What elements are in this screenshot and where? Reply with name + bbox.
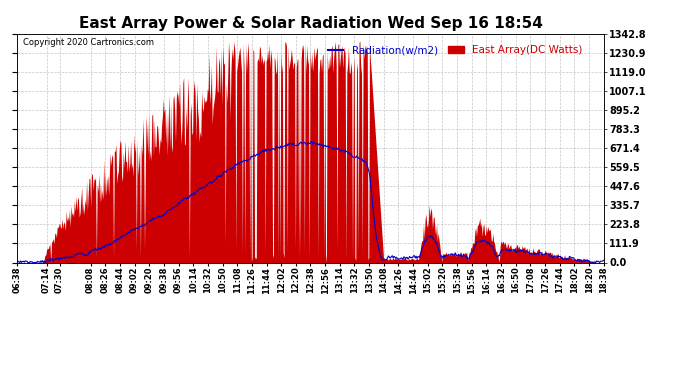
Legend: Radiation(w/m2), East Array(DC Watts): Radiation(w/m2), East Array(DC Watts) <box>324 41 586 60</box>
Text: Copyright 2020 Cartronics.com: Copyright 2020 Cartronics.com <box>23 38 154 47</box>
Title: East Array Power & Solar Radiation Wed Sep 16 18:54: East Array Power & Solar Radiation Wed S… <box>79 16 542 31</box>
